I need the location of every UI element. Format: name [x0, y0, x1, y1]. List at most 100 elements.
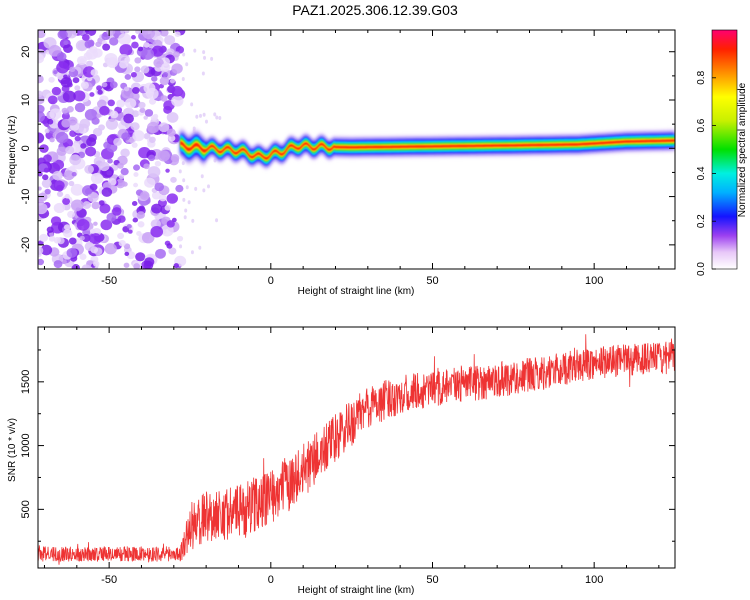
noise-blob [89, 92, 95, 97]
noise-blob [148, 136, 156, 143]
noise-blob [53, 202, 66, 214]
noise-blob [49, 137, 55, 143]
noise-blob-sparse [178, 169, 182, 174]
noise-blob [66, 247, 78, 258]
noise-blob [84, 164, 95, 174]
noise-blob-sparse [202, 112, 206, 117]
noise-blob [117, 215, 126, 223]
noise-blob [70, 183, 84, 196]
snr-y-label: SNR (10 * v/v) [7, 418, 18, 482]
noise-blob [38, 258, 45, 266]
noise-blob [118, 174, 125, 180]
noise-blob [60, 77, 73, 88]
noise-blob [171, 85, 183, 97]
noise-blob [66, 106, 74, 113]
noise-blob [166, 243, 173, 249]
noise-blob [130, 71, 137, 78]
noise-blob [64, 193, 70, 199]
noise-blob-sparse [203, 55, 207, 60]
spectrogram-y-tick-label: 0 [20, 145, 32, 151]
noise-blob [84, 242, 95, 251]
noise-blob [118, 239, 126, 247]
noise-blob [120, 148, 130, 158]
noise-blob [154, 160, 161, 167]
noise-blob [160, 30, 169, 37]
noise-blob [38, 246, 44, 255]
noise-blob [47, 119, 54, 125]
noise-blob-sparse [191, 218, 195, 223]
noise-blob [92, 48, 103, 58]
noise-blob [73, 90, 86, 102]
noise-blob [39, 233, 49, 242]
noise-blob [117, 162, 124, 169]
noise-blob [119, 44, 133, 56]
noise-blob [124, 73, 132, 80]
colorbar-tick-label: 0.4 [696, 166, 707, 180]
spectrogram-y-tick-label: -20 [20, 237, 32, 253]
spectrogram-frame [37, 29, 676, 270]
noise-blob [131, 41, 139, 49]
snr-x-label: Height of straight line (km) [298, 585, 415, 596]
noise-blob [166, 220, 175, 228]
noise-blob [173, 263, 179, 269]
noise-blob [176, 235, 184, 242]
noise-blob [62, 197, 71, 205]
noise-blob [104, 53, 118, 65]
noise-blob [113, 138, 122, 146]
noise-blob [63, 224, 71, 231]
noise-blob [171, 63, 183, 74]
snr-panel: -50 0 50 100 500 1000 1500 Height of straight… [7, 326, 676, 596]
noise-blob [79, 235, 85, 241]
noise-blob [165, 168, 170, 173]
noise-blob [76, 55, 87, 66]
noise-blob-sparse [194, 186, 198, 191]
noise-blob [81, 33, 90, 41]
noise-blob-sparse [204, 119, 208, 124]
noise-blob [162, 72, 169, 77]
noise-blob [159, 76, 170, 86]
noise-blob-sparse [182, 197, 186, 202]
noise-blob [70, 199, 84, 211]
noise-blob [61, 107, 69, 114]
noise-blob [57, 30, 68, 40]
noise-blob [98, 200, 105, 206]
noise-blob-sparse [184, 208, 188, 213]
noise-blob [120, 167, 129, 176]
noise-blob [40, 244, 53, 256]
noise-blob [101, 82, 108, 88]
noise-blob-sparse [193, 48, 197, 53]
noise-blob [138, 101, 146, 109]
noise-blob [91, 201, 100, 210]
noise-blob-sparse [183, 215, 187, 220]
noise-blob-sparse [210, 56, 214, 61]
spectrogram-y-ticks: -20 -10 0 10 20 [20, 46, 675, 270]
signal-band-layer [180, 139, 675, 160]
noise-blob [133, 263, 141, 269]
noise-blob [55, 184, 64, 192]
noise-blob [141, 231, 155, 244]
noise-blob [53, 237, 61, 244]
noise-blob [157, 150, 171, 162]
noise-blob [163, 105, 173, 114]
noise-blob [166, 128, 176, 137]
snr-series-line [38, 334, 675, 565]
noise-blob [137, 46, 144, 52]
noise-blob [90, 69, 99, 77]
noise-blob [155, 248, 166, 259]
noise-blob [148, 98, 157, 105]
noise-blob [160, 224, 174, 237]
noise-blob [152, 113, 159, 119]
noise-blob [132, 86, 140, 94]
noise-blob [151, 203, 163, 214]
noise-blob [136, 211, 145, 219]
noise-blob-sparse [202, 50, 206, 55]
noise-blob [69, 66, 76, 72]
snr-x-tick-label: 100 [585, 574, 603, 586]
colorbar-tick-label: 0.8 [696, 70, 707, 84]
noise-blob [42, 174, 49, 181]
noise-blob [105, 118, 119, 130]
noise-blob [147, 166, 161, 178]
noise-blob [145, 87, 159, 100]
noise-blob [143, 133, 151, 140]
noise-blob [137, 221, 145, 228]
